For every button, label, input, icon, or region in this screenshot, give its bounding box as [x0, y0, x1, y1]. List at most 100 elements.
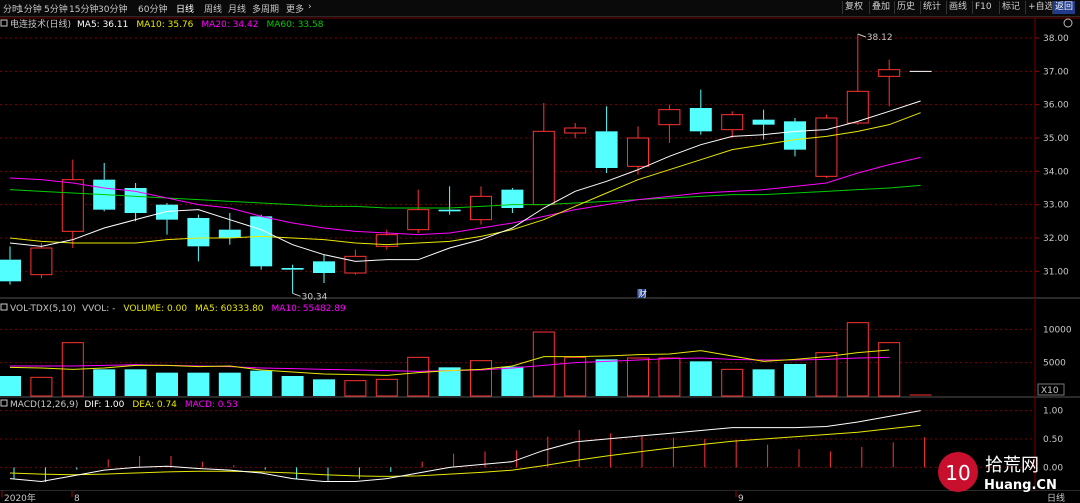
candle-body-down — [689, 108, 712, 132]
time-axis-label: 2020年 — [4, 492, 36, 503]
volume-bar-up — [627, 357, 649, 397]
toolbar-button-1[interactable]: 叠加 — [869, 1, 892, 14]
volume-bar-up — [407, 356, 430, 397]
watermark-logo-text: 10 — [945, 461, 970, 485]
candle-body-up — [658, 109, 681, 126]
price-axis-label: 37.00 — [1043, 67, 1069, 77]
period-tab-2[interactable]: 5分钟 — [44, 5, 68, 15]
price-axis-label: 38.00 — [1043, 34, 1069, 44]
volume-bar-up — [815, 352, 838, 397]
volume-bar-down — [784, 364, 806, 396]
volume-bar-up — [532, 331, 555, 397]
toolbar-button-5[interactable]: F10 — [972, 1, 994, 14]
finance-marker: 财 — [638, 288, 647, 300]
unit-box — [1037, 383, 1065, 396]
toolbar-button-8[interactable]: 返回 — [1052, 1, 1076, 14]
dif-line — [9, 410, 921, 483]
volume-bar-up — [375, 378, 398, 397]
candle-body-up — [407, 209, 430, 231]
volume-bar-down — [218, 372, 241, 396]
candle-body-up — [30, 247, 53, 276]
legend-item: MACD: 0.53 — [185, 400, 238, 410]
macd-axis-label: 0.50 — [1043, 435, 1063, 445]
toolbar-button-6[interactable]: 标记 — [999, 1, 1022, 14]
macd-axis-label: 0.00 — [1043, 463, 1063, 473]
volume-bar-up — [564, 356, 587, 397]
period-tab-8[interactable]: 月线 — [228, 5, 247, 15]
candle-body-up — [627, 137, 649, 167]
toolbar-button-0[interactable]: 复权 — [842, 1, 865, 14]
period-tab-6[interactable]: 日线 — [176, 5, 195, 15]
candle-body-up — [344, 255, 367, 274]
legend-item: MA5: 60333.80 — [195, 304, 264, 314]
candle-body-down — [281, 268, 304, 270]
candle-body-down — [250, 216, 273, 267]
candle-body-down — [752, 119, 775, 125]
high-pointer — [857, 33, 866, 38]
price-axis-label: 31.00 — [1043, 267, 1069, 277]
low-price-label: 30.34 — [302, 292, 328, 302]
volume-bar-down — [752, 369, 775, 396]
chevron-right-icon[interactable]: › — [308, 2, 312, 12]
volume-bar-down — [0, 376, 21, 396]
toolbar-button-3[interactable]: 统计 — [920, 1, 943, 14]
legend-item: MA20: 34.42 — [201, 20, 258, 30]
time-axis-bg — [0, 491, 1080, 503]
legend-item: VVOL: - — [82, 304, 115, 314]
volume-bar-up — [470, 360, 492, 397]
toolbar-button-2[interactable]: 历史 — [894, 1, 917, 14]
volume-ma5-line — [9, 349, 890, 376]
volume-bar-down — [689, 361, 712, 396]
ma5-line — [9, 100, 921, 262]
candle-body-down — [501, 189, 524, 208]
period-toolbar: 分时 1分钟 5分钟 15分钟 30分钟 60分钟 日线 周线 月线 多周期 更多 › 复权 叠加 历史 统计… — [0, 0, 1080, 17]
dea-line — [9, 424, 921, 477]
toolbar-button-7[interactable]: +自选 — [1025, 1, 1056, 14]
volume-bar-down — [187, 372, 210, 396]
panel-collapse-icon — [0, 19, 8, 27]
watermark-logo-circle — [938, 452, 978, 492]
period-tab-10[interactable]: 更多 — [286, 5, 305, 15]
legend-item: VOLUME: 0.00 — [123, 304, 187, 314]
period-tab-9[interactable]: 多周期 — [252, 5, 280, 15]
volume-bar-up — [878, 342, 901, 397]
panel-collapse-icon — [0, 303, 8, 311]
settings-icon — [1063, 18, 1073, 28]
period-tab-0[interactable]: 分时 — [3, 5, 22, 15]
candle-body-down — [156, 204, 178, 220]
price-axis-label: 32.00 — [1043, 234, 1069, 244]
legend-item: DEA: 0.74 — [132, 400, 177, 410]
candle-body-down — [313, 261, 335, 273]
candle-body-down — [784, 121, 806, 150]
period-tab-7[interactable]: 周线 — [204, 5, 223, 15]
period-tab-3[interactable]: 15分钟 — [69, 5, 99, 15]
finance-marker-box — [637, 289, 646, 298]
period-tab-5[interactable]: 60分钟 — [138, 5, 168, 15]
volume-bar-up — [658, 357, 681, 397]
ma10-line — [9, 112, 921, 246]
panel-collapse-icon — [0, 399, 8, 407]
watermark-brand: 拾荒网 — [985, 455, 1039, 476]
candle-body-up — [375, 234, 398, 247]
volume-axis-label: 10000 — [1043, 325, 1072, 335]
period-tab-4[interactable]: 30分钟 — [98, 5, 128, 15]
volume-bar-up — [30, 376, 53, 397]
candle-body-down — [218, 229, 241, 238]
candle-body-down — [124, 188, 147, 213]
ma20-line — [9, 156, 921, 236]
legend-item: MA5: 36.11 — [77, 20, 128, 30]
volume-axis-label: 5000 — [1043, 359, 1066, 369]
toolbar-button-4[interactable]: 画线 — [946, 1, 969, 14]
candle-body-up — [564, 127, 587, 134]
time-axis-label: 9 — [738, 494, 744, 503]
candle-body-up — [815, 117, 838, 177]
period-tab-1[interactable]: 1分钟 — [18, 5, 42, 15]
price-axis-label: 35.00 — [1043, 134, 1069, 144]
volume-bar-down — [124, 369, 147, 396]
legend-item: DIF: 1.00 — [84, 400, 124, 410]
volume-bar-down — [501, 366, 524, 396]
candle-body-down — [187, 218, 210, 247]
candle-body-down — [595, 131, 618, 168]
legend-item: MA10: 35.76 — [136, 20, 193, 30]
candle-body-up — [470, 195, 492, 221]
